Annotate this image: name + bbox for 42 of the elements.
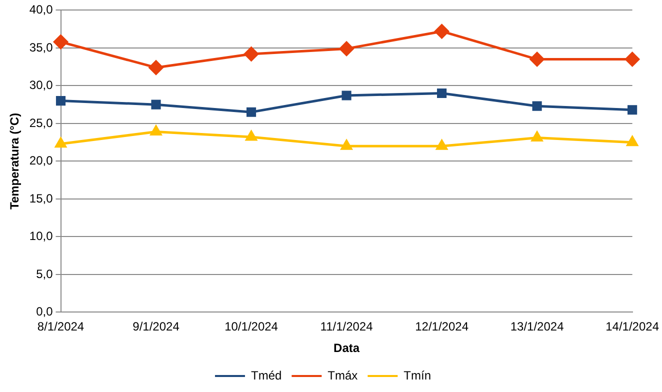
point <box>531 132 543 142</box>
y-tick-label: 35,0 <box>29 40 54 54</box>
y-tick-label: 30,0 <box>29 78 54 92</box>
x-tick-label: 8/1/2024 <box>37 320 84 334</box>
point <box>150 126 162 136</box>
x-tick-label: 12/1/2024 <box>415 320 469 334</box>
point <box>437 88 447 98</box>
y-tick-label: 0,0 <box>36 304 54 319</box>
y-tick-label: 15,0 <box>29 191 54 206</box>
legend-label: Tmín <box>404 368 432 382</box>
point <box>246 130 257 141</box>
point <box>530 52 544 67</box>
x-tick-label: 14/1/2024 <box>606 320 660 334</box>
x-tick-label: 11/1/2024 <box>320 320 374 334</box>
point <box>244 46 259 62</box>
x-tick-label: 10/1/2024 <box>224 320 278 334</box>
y-axis-title: Temperatura (°C) <box>8 112 22 210</box>
legend-label: Tmáx <box>328 368 358 382</box>
point <box>56 96 66 106</box>
point <box>339 41 354 56</box>
point <box>151 100 161 110</box>
x-tick-label: 13/1/2024 <box>510 320 564 334</box>
point <box>342 90 352 100</box>
point <box>55 138 66 148</box>
point <box>148 60 164 75</box>
point <box>532 101 542 111</box>
y-tick-label: 10,0 <box>29 229 54 244</box>
point <box>626 136 638 146</box>
y-tick-label: 25,0 <box>29 116 54 130</box>
point <box>434 24 450 39</box>
y-tick-label: 5,0 <box>36 266 54 281</box>
point <box>625 52 640 67</box>
y-tick-label: 40,0 <box>29 2 54 17</box>
point <box>246 107 256 117</box>
legend-label: Tméd <box>250 368 282 382</box>
x-tick-label: 9/1/2024 <box>132 320 180 334</box>
point <box>340 140 352 150</box>
point <box>54 34 68 50</box>
y-tick-label: 20,0 <box>29 154 54 168</box>
point <box>436 140 448 150</box>
point <box>628 105 638 115</box>
x-axis-title: Data <box>334 341 360 356</box>
